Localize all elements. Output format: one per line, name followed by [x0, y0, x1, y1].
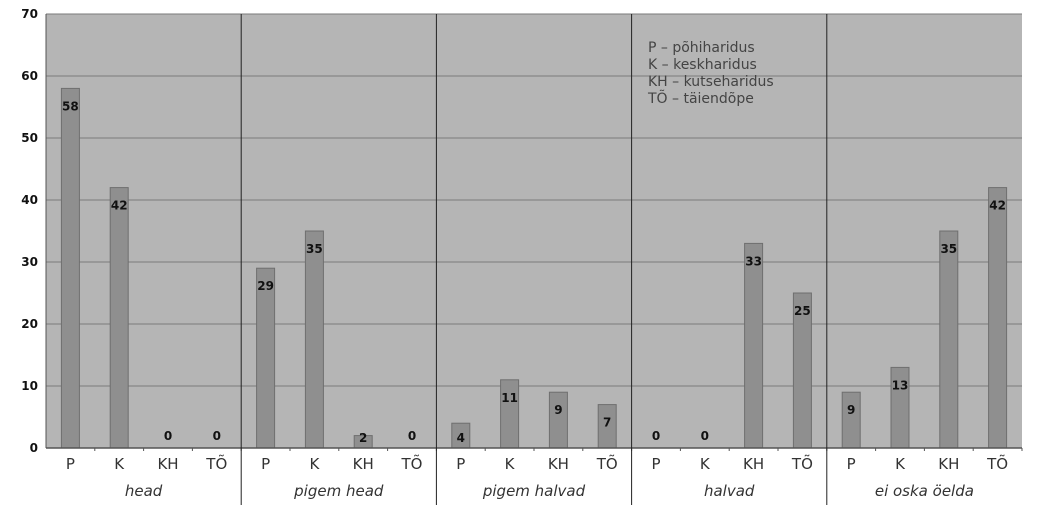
data-label: 35	[940, 242, 957, 256]
bars	[60, 87, 1008, 449]
bar	[988, 187, 1008, 449]
bar	[60, 87, 80, 449]
x-tick-label: K	[309, 455, 320, 473]
bar	[548, 391, 568, 449]
legend-item-p: P – põhiharidus	[648, 40, 755, 56]
plot-area	[46, 14, 1022, 448]
x-tick-label: K	[700, 455, 711, 473]
data-label: 0	[701, 429, 709, 443]
data-label: 0	[408, 429, 416, 443]
bar	[939, 230, 959, 449]
legend: P – põhiharidus K – keskharidus KH – kut…	[647, 40, 774, 107]
x-tick-label: KH	[353, 455, 374, 473]
group-label: pigem head	[293, 482, 384, 500]
x-tick-label: P	[261, 455, 270, 473]
y-tick-label: 50	[21, 131, 38, 145]
data-label: 58	[62, 99, 79, 113]
data-label: 42	[989, 199, 1006, 213]
x-tick-label: TÕ	[596, 454, 618, 473]
x-tick-label: TÕ	[205, 454, 227, 473]
x-tick-label: P	[847, 455, 856, 473]
bar	[841, 391, 861, 449]
bar	[109, 187, 129, 449]
data-labels: 58 42 0 0 29 35 2 0 4 11 9 7 0 0 33 25 9 13 35 42	[62, 99, 1006, 445]
data-label: 35	[306, 242, 323, 256]
x-axis: P K KH TÕ head P K KH TÕ pigem head P K KH TÕ pigem ha…	[66, 14, 1023, 505]
legend-item-kh: KH – kutseharidus	[648, 74, 774, 90]
legend-item-k: K – keskharidus	[648, 57, 757, 73]
data-label: 25	[794, 304, 811, 318]
group-label: head	[125, 482, 163, 500]
data-label: 9	[554, 403, 562, 417]
data-label: 0	[164, 429, 172, 443]
data-label: 7	[603, 416, 611, 430]
data-label: 0	[652, 429, 660, 443]
x-tick-label: TÕ	[791, 454, 813, 473]
legend-item-to: TÕ – täiendõpe	[647, 90, 754, 107]
x-tick-label: TÕ	[986, 454, 1008, 473]
x-tick-label: K	[895, 455, 906, 473]
bar	[256, 267, 276, 449]
bar	[304, 230, 324, 449]
x-tick-label: KH	[157, 455, 178, 473]
data-label: 0	[213, 429, 221, 443]
data-label: 33	[745, 254, 762, 268]
data-label: 13	[892, 378, 909, 392]
x-tick-label: TÕ	[401, 454, 423, 473]
y-tick-label: 0	[30, 441, 38, 455]
y-tick-label: 40	[21, 193, 38, 207]
gridlines	[46, 13, 1022, 387]
data-label: 4	[457, 431, 465, 445]
y-tick-label: 20	[21, 317, 38, 331]
bar	[744, 242, 764, 449]
x-tick-label: K	[114, 455, 125, 473]
data-label: 2	[359, 431, 367, 445]
group-label: halvad	[704, 482, 755, 500]
data-label: 11	[501, 391, 518, 405]
y-tick-label: 60	[21, 69, 38, 83]
y-tick-label: 70	[21, 7, 38, 21]
x-tick-label: P	[66, 455, 75, 473]
group-label: ei oska öelda	[875, 482, 974, 500]
x-tick-label: KH	[548, 455, 569, 473]
x-tick-label: P	[456, 455, 465, 473]
x-tick-label: K	[505, 455, 516, 473]
x-tick-label: KH	[938, 455, 959, 473]
group-label: pigem halvad	[482, 482, 586, 500]
x-tick-label: KH	[743, 455, 764, 473]
y-tick-label: 30	[21, 255, 38, 269]
data-label: 42	[111, 199, 128, 213]
x-tick-label: P	[651, 455, 660, 473]
data-label: 29	[257, 279, 274, 293]
data-label: 9	[847, 403, 855, 417]
y-tick-label: 10	[21, 379, 38, 393]
